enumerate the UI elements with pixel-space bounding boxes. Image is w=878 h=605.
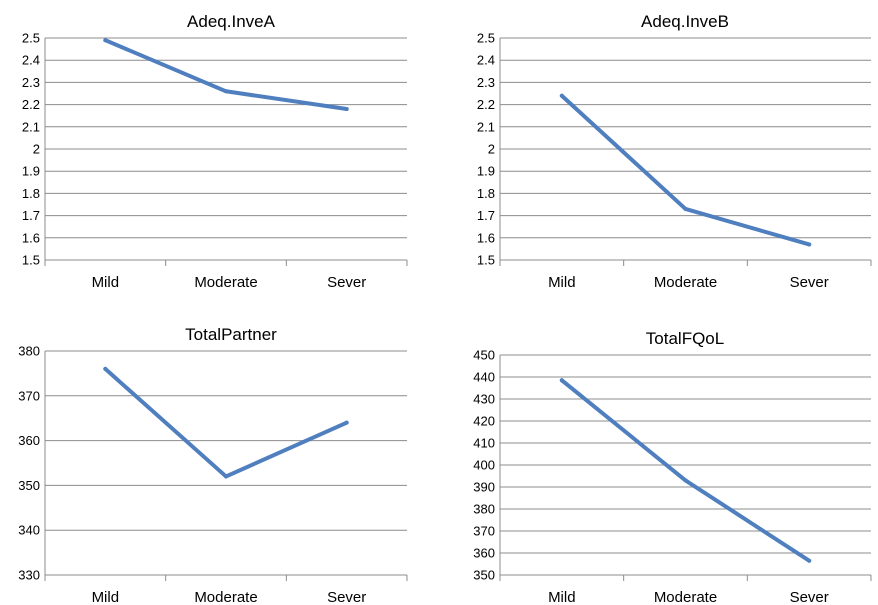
- chart-title: Adeq.InveA: [187, 12, 276, 31]
- x-tick-label: Moderate: [654, 589, 717, 605]
- y-tick-label: 420: [473, 414, 495, 429]
- chart-title: TotalPartner: [185, 325, 277, 344]
- y-tick-label: 330: [18, 568, 40, 583]
- y-tick-label: 340: [18, 523, 40, 538]
- x-tick-label: Mild: [548, 274, 576, 291]
- x-tick-label: Sever: [327, 589, 366, 605]
- y-tick-label: 2.1: [477, 119, 495, 134]
- y-tick-label: 2.4: [22, 53, 40, 68]
- data-point: [559, 93, 564, 98]
- y-tick-label: 450: [473, 348, 495, 363]
- data-point: [683, 206, 688, 211]
- y-tick-label: 380: [18, 344, 40, 359]
- y-tick-label: 1.7: [22, 208, 40, 223]
- y-tick-label: 1.5: [22, 253, 40, 268]
- x-tick-label: Mild: [92, 589, 120, 605]
- data-point: [559, 378, 564, 383]
- y-tick-label: 2: [488, 142, 495, 157]
- y-tick-label: 1.9: [22, 164, 40, 179]
- x-tick-label: Moderate: [194, 589, 257, 605]
- y-tick-label: 1.6: [22, 230, 40, 245]
- y-tick-label: 410: [473, 436, 495, 451]
- chart-2: Adeq.InveB 1.5 1.6 1.7 1.8 1.9 2 2.1 2.2 2.3 2.4 2.…: [477, 12, 872, 291]
- data-point: [103, 38, 108, 43]
- x-tick-label: Mild: [92, 274, 120, 291]
- y-tick-label: 430: [473, 392, 495, 407]
- y-tick-label: 2.2: [22, 97, 40, 112]
- data-point: [344, 107, 349, 112]
- y-tick-label: 2.3: [22, 75, 40, 90]
- series-line: [103, 366, 349, 479]
- y-tick-label: 2.3: [477, 75, 495, 90]
- y-tick-label: 1.5: [477, 253, 495, 268]
- chart-1: Adeq.InveA 1.5 1.6 1.7 1.8 1.9 2 2.1 2.2 2.3 2.4 2.…: [22, 12, 408, 291]
- y-tick-label: 1.9: [477, 164, 495, 179]
- x-tick-label: Moderate: [194, 274, 257, 291]
- x-tick-label: Sever: [790, 274, 829, 291]
- y-tick-label: 360: [18, 433, 40, 448]
- y-tick-label: 1.6: [477, 230, 495, 245]
- series-line: [559, 93, 812, 247]
- y-tick-label: 2.5: [22, 31, 40, 46]
- y-tick-label: 380: [473, 502, 495, 517]
- data-point: [103, 366, 108, 371]
- data-point: [224, 474, 228, 479]
- y-tick-label: 1.8: [477, 186, 495, 201]
- y-tick-label: 360: [473, 546, 495, 561]
- data-point: [224, 89, 228, 94]
- x-tick-label: Sever: [327, 274, 366, 291]
- y-tick-label: 1.7: [477, 208, 495, 223]
- y-tick-label: 370: [473, 524, 495, 539]
- y-tick-label: 390: [473, 480, 495, 495]
- chart-3: TotalPartner 330 340 350 360 370 380 Mild Modera…: [18, 325, 408, 605]
- x-tick-label: Sever: [790, 589, 829, 605]
- chart-title: Adeq.InveB: [641, 12, 729, 31]
- y-tick-label: 370: [18, 388, 40, 403]
- series-line: [559, 378, 812, 563]
- data-point: [344, 420, 349, 425]
- y-tick-label: 2.1: [22, 119, 40, 134]
- x-tick-label: Moderate: [654, 274, 717, 291]
- y-tick-label: 400: [473, 458, 495, 473]
- series-line: [103, 38, 349, 112]
- y-tick-label: 2: [33, 142, 40, 157]
- x-tick-label: Mild: [548, 589, 576, 605]
- y-tick-label: 2.2: [477, 97, 495, 112]
- y-tick-label: 1.8: [22, 186, 40, 201]
- y-tick-label: 440: [473, 370, 495, 385]
- chart-4: TotalFQoL 350 360 370 380 390 400 410 420 430 440 4…: [473, 329, 872, 605]
- y-tick-label: 350: [473, 568, 495, 583]
- y-tick-label: 350: [18, 478, 40, 493]
- y-tick-label: 2.5: [477, 31, 495, 46]
- y-tick-label: 2.4: [477, 53, 495, 68]
- data-point: [807, 242, 812, 247]
- data-point: [807, 558, 812, 563]
- data-point: [683, 478, 688, 483]
- chart-title: TotalFQoL: [646, 329, 724, 348]
